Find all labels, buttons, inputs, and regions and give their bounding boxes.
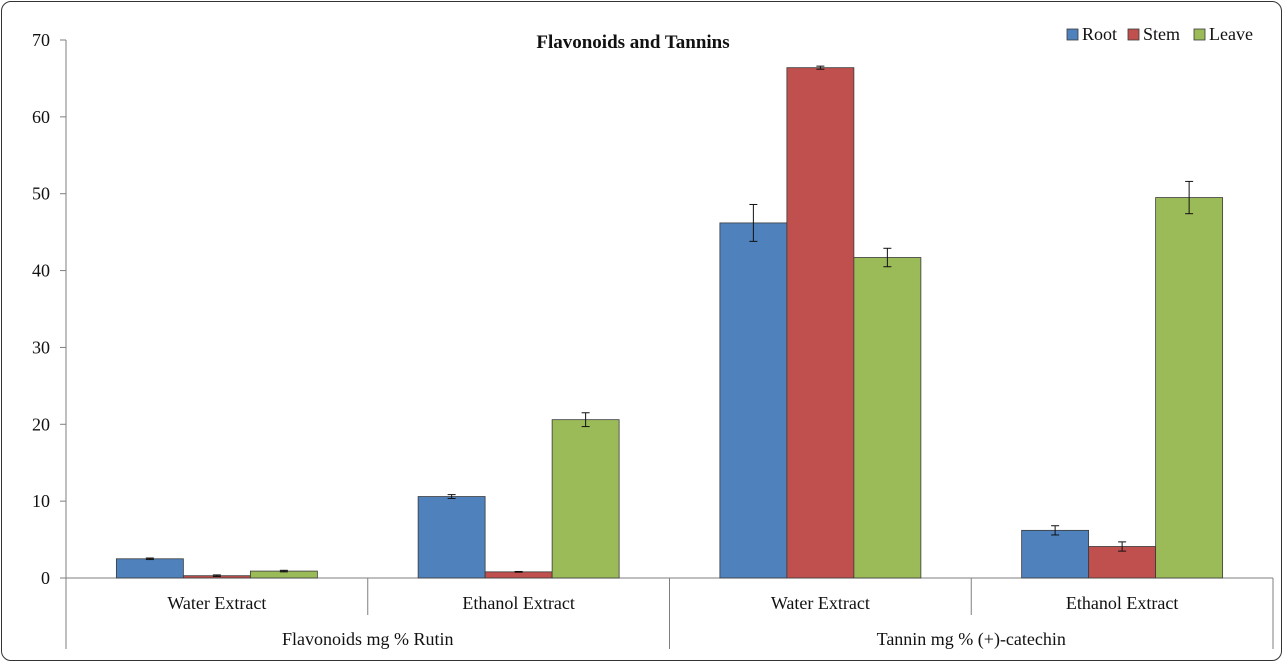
y-tick-label: 10 <box>32 491 50 511</box>
axis-labels: 0 10 20 30 40 50 60 70 Water Extract Ethanol Extr… <box>32 30 1178 649</box>
legend-swatch-root <box>1066 28 1079 41</box>
chart-title: Flavonoids and Tannins <box>536 32 729 53</box>
x-group-label: Tannin mg % (+)-catechin <box>877 629 1066 649</box>
bar-root <box>1021 529 1090 579</box>
legend-label-root: Root <box>1082 24 1117 44</box>
legend-label-leave: Leave <box>1209 24 1253 44</box>
x-tick-label: Water Extract <box>771 593 870 613</box>
x-tick-label: Ethanol Extract <box>462 593 574 613</box>
bar-stem <box>1088 546 1157 579</box>
legend-label-stem: Stem <box>1143 24 1180 44</box>
bar-leave <box>551 419 620 579</box>
bar-root <box>719 222 788 579</box>
y-tick-label: 40 <box>32 261 50 281</box>
legend: Root Stem Leave <box>1066 24 1253 44</box>
y-tick-label: 30 <box>32 337 50 357</box>
x-tick-label: Water Extract <box>167 593 266 613</box>
legend-swatch-stem <box>1127 28 1140 41</box>
y-tick-label: 70 <box>32 30 50 50</box>
y-tick-label: 20 <box>32 414 50 434</box>
x-tick-label: Ethanol Extract <box>1066 593 1178 613</box>
bars <box>115 65 1224 579</box>
bar-root <box>417 496 486 579</box>
y-tick-label: 0 <box>41 568 50 588</box>
y-tick-label: 50 <box>32 184 50 204</box>
x-group-label: Flavonoids mg % Rutin <box>282 629 454 649</box>
legend-swatch-leave <box>1193 28 1206 41</box>
bar-root <box>115 558 184 579</box>
y-tick-label: 60 <box>32 107 50 127</box>
bar-stem <box>786 67 855 579</box>
bar-leave <box>1155 197 1224 579</box>
bar-leave <box>853 257 922 579</box>
bar-stem <box>484 571 553 579</box>
